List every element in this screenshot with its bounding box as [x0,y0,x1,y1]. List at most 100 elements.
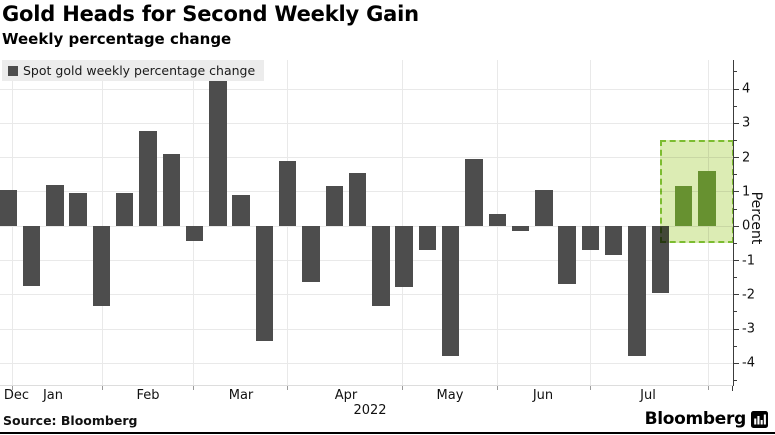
gridline-horizontal [0,191,733,193]
bloomberg-logo-icon [751,410,768,428]
y-axis-tick [734,191,739,193]
y-tick-label: 2 [742,150,751,166]
bar-week-11 [232,194,250,226]
bar-week-18 [395,225,413,288]
x-axis-tick [193,386,195,390]
x-month-label: Apr [334,388,358,403]
y-axis-minor-tick [734,277,737,279]
gridline-vertical [401,60,403,385]
y-axis-minor-tick [734,174,737,176]
gridline-horizontal [0,328,733,330]
y-tick-label: -1 [742,253,755,268]
y-axis-minor-tick [734,139,737,141]
bar-week-6 [115,193,134,226]
bar-week-10 [209,79,227,226]
y-axis-tick [734,328,739,330]
bloomberg-brand: Bloomberg [645,409,768,429]
x-axis-tick [101,386,103,390]
bar-week-15 [325,186,344,226]
y-axis-minor-tick [734,208,737,210]
y-axis-tick [734,260,739,261]
highlight-region [659,139,734,243]
bar-week-12 [255,225,274,341]
bar-week-7 [139,131,157,226]
x-axis-tick [11,386,13,390]
x-month-label: Dec [3,388,30,403]
bar-week-31 [698,170,716,226]
chart-subtitle: Weekly percentage change [2,30,232,48]
bar-week-14 [302,225,320,283]
x-month-label: Jun [532,388,554,403]
y-axis-tick [734,157,739,159]
legend-marker-icon [8,65,18,76]
bar-week-2 [22,225,41,286]
bar-week-25 [558,225,576,284]
y-tick-label: -4 [742,355,755,371]
bar-week-21 [465,158,483,226]
y-axis-title: Percent [748,191,764,245]
bar-week-16 [348,172,367,226]
y-axis-minor-tick [734,345,737,347]
gridline-horizontal [0,260,733,261]
y-tick-label: 1 [742,184,751,200]
x-axis-tick [286,386,288,390]
gridline-horizontal [0,294,733,296]
bar-week-22 [488,213,507,226]
x-axis-corner-tick [732,386,733,391]
source-label: Source: Bloomberg [3,413,138,428]
bar-week-3 [46,184,64,226]
x-month-label: Jan [42,388,64,403]
gridline-horizontal [0,88,733,90]
x-axis-tick [708,386,710,390]
legend: Spot gold weekly percentage change [2,60,265,81]
gridline-horizontal [0,122,733,124]
gridline-horizontal [0,225,733,227]
bottom-border [0,432,775,434]
gridline-vertical [590,60,591,385]
bar-week-1 [0,189,18,226]
bar-week-8 [162,153,181,226]
bar-week-4 [69,193,87,226]
y-axis-tick [734,294,739,296]
bar-week-30 [674,186,693,226]
y-axis-tick [734,122,739,124]
x-axis-tick [590,386,591,390]
gridline-horizontal [0,157,733,159]
x-month-label: Mar [228,388,254,403]
bar-week-26 [581,225,600,250]
bar-week-28 [628,225,646,357]
y-tick-label: 4 [742,81,751,97]
y-axis-minor-tick [734,242,737,244]
bar-week-23 [511,225,530,231]
x-month-label: Jul [640,388,656,403]
legend-label: Spot gold weekly percentage change [23,63,256,78]
y-tick-label: -2 [742,287,755,303]
x-month-label: May [436,388,464,403]
y-axis-minor-tick [734,105,737,107]
y-tick-label: 3 [742,115,751,131]
gridline-horizontal [0,362,733,364]
bar-week-24 [535,189,553,226]
bar-week-13 [278,160,297,226]
bar-week-9 [185,225,204,242]
x-axis-tick [401,386,403,390]
x-month-label: Feb [136,388,160,403]
y-axis-minor-tick [734,311,737,313]
bar-week-19 [418,225,437,250]
x-axis-year-label: 2022 [353,403,387,418]
x-axis-tick [496,386,498,390]
gridline-vertical [101,60,103,385]
y-tick-label: 0 [742,218,751,234]
y-axis [733,60,734,386]
bar-week-20 [441,225,460,357]
gridline-vertical [193,60,195,385]
y-axis-tick [734,88,739,90]
y-axis-minor-tick [734,380,737,382]
chart-title: Gold Heads for Second Weekly Gain [2,2,419,26]
bar-week-27 [604,225,623,255]
y-axis-tick [734,225,739,227]
bar-week-5 [92,225,111,307]
bar-week-17 [372,225,390,307]
